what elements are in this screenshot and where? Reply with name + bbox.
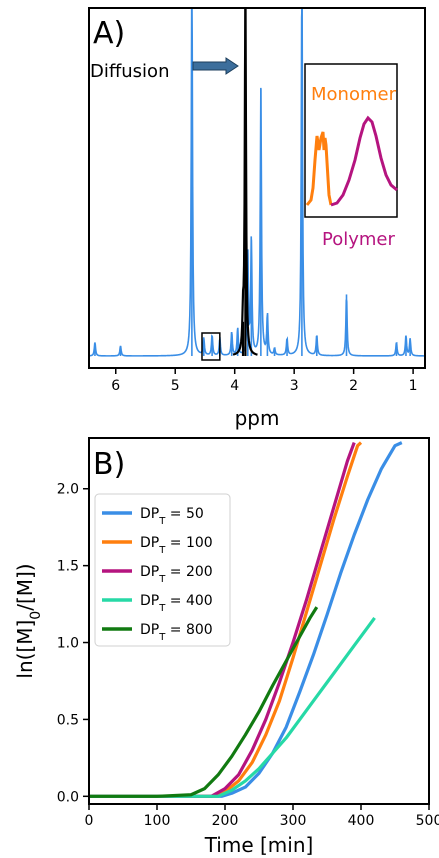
diffusion-label: Diffusion: [90, 61, 169, 82]
panel-b-series-line-3: [89, 616, 376, 798]
inset-polymer-trace: [330, 115, 398, 207]
panel-b-kinetics-plot: 0 100 200 300 400 500 0.0 0.5 1.0 1.5 2.0 Time [mi…: [13, 437, 439, 857]
panel-b-y-axis-title: ln([M]0/[M]): [13, 563, 44, 678]
panel-b-y-tick-label: 1.0: [57, 636, 79, 652]
panel-b-ticks: 0 100 200 300 400 500 0.0 0.5 1.0 1.5 2.0: [57, 482, 439, 829]
panel-b-x-tick-label: 100: [144, 813, 171, 829]
panel-b-x-tick-label: 0: [85, 813, 94, 829]
panel-a-label: A): [93, 16, 125, 51]
panel-b-y-tick-label: 2.0: [57, 482, 79, 498]
panel-a-frame: [88, 7, 426, 369]
inset-frame: [304, 63, 398, 218]
panel-b-series-group: [89, 441, 403, 798]
panel-b-frame: [88, 437, 430, 805]
panel-b-x-tick-label: 400: [348, 813, 375, 829]
diffusion-arrow: [192, 57, 239, 75]
panel-b-y-tick-label: 0.5: [57, 712, 79, 728]
panel-a-spectrum-series-0: [89, 8, 425, 357]
highlight-box: [201, 332, 221, 361]
panel-b-series-line-4: [89, 606, 319, 798]
polymer-label: Polymer: [322, 229, 395, 250]
legend-entry-label: DPT = 50: [140, 506, 204, 527]
panel-b-y-tick-label: 1.5: [57, 559, 79, 575]
panel-b-x-tick-label: 200: [212, 813, 239, 829]
legend-entry-label: DPT = 200: [140, 564, 213, 585]
inset-monomer-trace: [305, 131, 333, 206]
legend-entry-label: DPT = 800: [140, 622, 213, 643]
panel-b-x-tick-label: 300: [280, 813, 307, 829]
panel-a-x-tick-label: 3: [290, 378, 299, 394]
panel-b-y-tick-label: 0.0: [57, 789, 79, 805]
legend-entry-label: DPT = 400: [140, 593, 213, 614]
legend-entry-label: DPT = 100: [140, 535, 213, 556]
panel-b-series-line-0: [89, 441, 403, 798]
panel-a-x-tick-label: 1: [409, 378, 418, 394]
panel-a-x-tick-label: 5: [171, 378, 180, 394]
panel-a-x-ticks: 6 5 4 3 2 1: [111, 368, 418, 394]
panel-a-series-group: [89, 8, 425, 357]
panel-a-x-axis-title: ppm: [235, 406, 280, 430]
panel-a-x-tick-label: 6: [111, 378, 120, 394]
panel-b-legend: DPT = 50 DPT = 100 DPT = 200 DPT = 400 DPT =…: [94, 493, 231, 647]
legend-frame: [94, 493, 231, 647]
panel-a-x-tick-label: 2: [349, 378, 358, 394]
panel-b-label: B): [93, 447, 125, 482]
monomer-label: Monomer: [311, 84, 397, 105]
panel-b-x-axis-title: Time [min]: [204, 833, 314, 857]
panel-a-x-tick-label: 4: [230, 378, 239, 394]
panel-a-nmr-spectrum: Monomer Polymer Diffusion 6 5 4 3 2 1 ppm A): [88, 7, 426, 430]
panel-b-x-tick-label: 500: [416, 813, 439, 829]
